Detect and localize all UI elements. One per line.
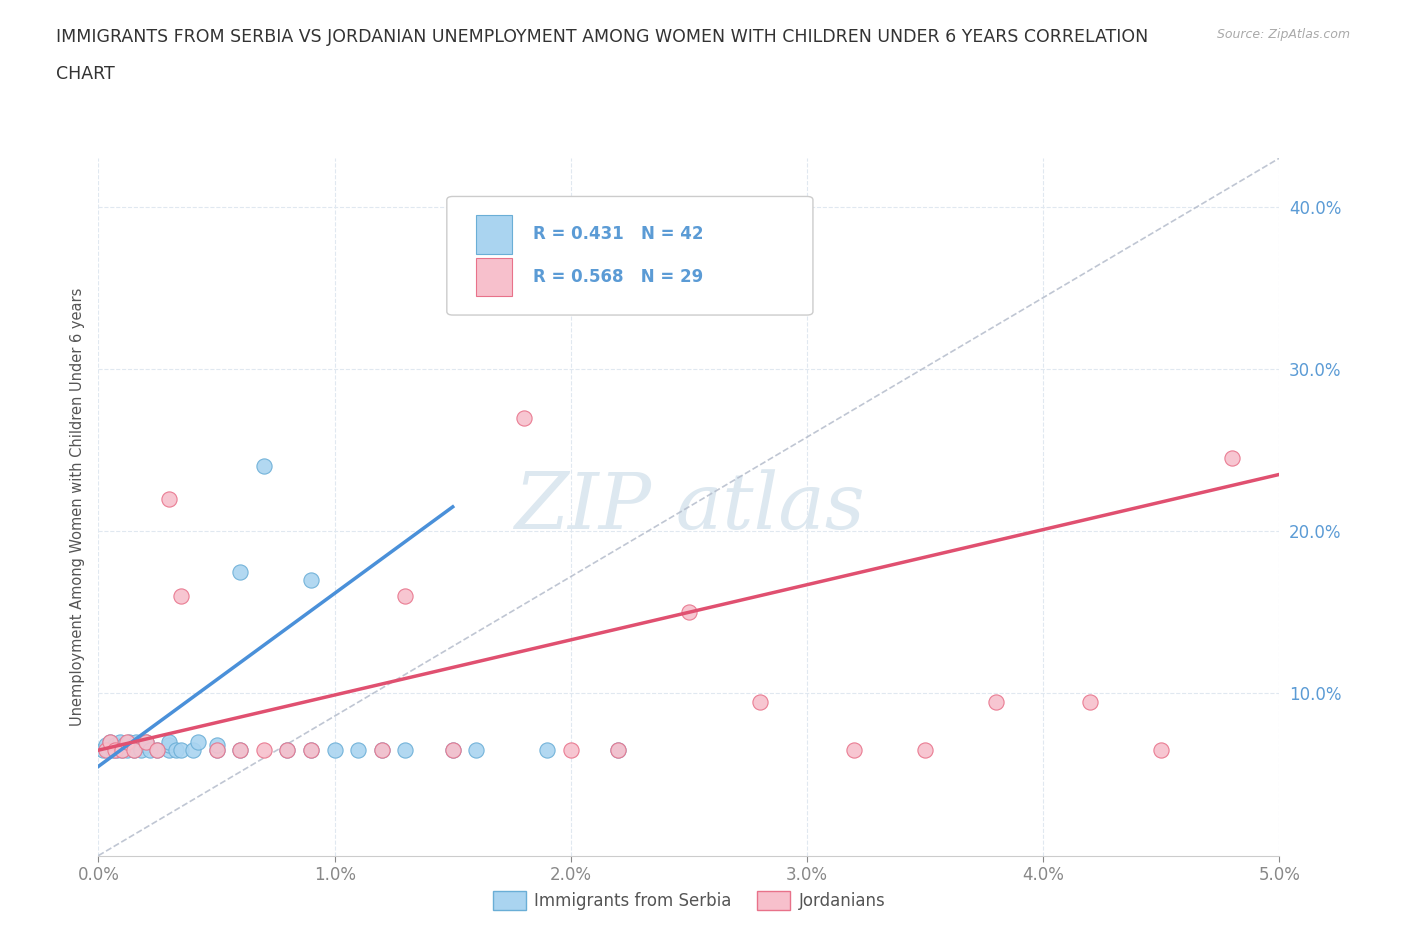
Point [205,743,228,758]
Point [122,743,145,758]
Point [146,743,169,758]
Point [253,458,276,473]
Point [299,572,322,587]
Point [157,735,180,750]
Point [323,743,346,758]
Bar [477,258,512,296]
Point [984,694,1007,709]
Point [135,737,157,752]
Point [276,743,298,758]
Point [512,410,534,425]
Point [94,737,117,752]
Point [229,565,252,579]
Point [105,743,128,758]
Point [205,743,228,758]
Point [139,743,162,758]
Point [187,735,209,750]
Point [536,743,558,758]
Point [115,735,138,750]
Point [299,743,322,758]
Point [111,743,134,758]
Point [170,589,193,604]
Point [1150,743,1173,758]
Point [125,735,148,750]
Point [146,743,169,758]
Point [98,735,121,750]
Legend: Immigrants from Serbia, Jordanians: Immigrants from Serbia, Jordanians [486,884,891,917]
Point [122,743,145,758]
Point [135,735,157,750]
Point [157,743,180,758]
Point [607,743,630,758]
Point [129,743,152,758]
Point [135,735,157,750]
Bar [477,216,512,254]
Point [347,743,370,758]
Point [104,737,127,752]
Point [91,743,114,758]
Point [560,743,582,758]
Point [371,743,394,758]
Text: R = 0.431   N = 42: R = 0.431 N = 42 [533,225,703,244]
Point [276,743,298,758]
Point [157,737,180,752]
Point [104,743,127,758]
Text: Source: ZipAtlas.com: Source: ZipAtlas.com [1216,28,1350,41]
Point [748,694,770,709]
Point [118,735,141,750]
FancyBboxPatch shape [447,196,813,315]
Point [94,743,117,758]
Point [371,743,394,758]
Point [111,743,134,758]
Text: ZIP atlas: ZIP atlas [513,469,865,545]
Point [205,737,228,752]
Text: IMMIGRANTS FROM SERBIA VS JORDANIAN UNEMPLOYMENT AMONG WOMEN WITH CHILDREN UNDER: IMMIGRANTS FROM SERBIA VS JORDANIAN UNEM… [56,28,1149,46]
Point [181,743,204,758]
Point [112,737,135,752]
Point [299,743,322,758]
Point [115,743,138,758]
Point [844,743,866,758]
Text: CHART: CHART [56,65,115,83]
Point [394,743,416,758]
Point [1080,694,1102,709]
Point [1220,451,1243,466]
Point [157,491,180,506]
Point [165,743,187,758]
Point [229,743,252,758]
Text: R = 0.568   N = 29: R = 0.568 N = 29 [533,268,703,286]
Point [465,743,488,758]
Point [170,743,193,758]
Point [253,743,276,758]
Point [229,743,252,758]
Point [97,743,120,758]
Y-axis label: Unemployment Among Women with Children Under 6 years: Unemployment Among Women with Children U… [70,287,86,726]
Point [441,743,464,758]
Point [394,589,416,604]
Point [98,735,121,750]
Point [914,743,936,758]
Point [607,743,630,758]
Point [678,604,700,619]
Point [108,735,131,750]
Point [101,743,124,758]
Point [441,743,464,758]
